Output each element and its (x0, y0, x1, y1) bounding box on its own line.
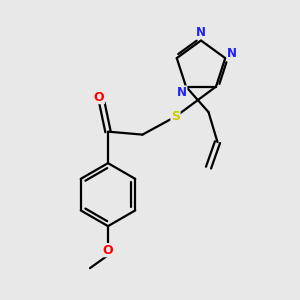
Text: N: N (196, 26, 206, 39)
Text: S: S (171, 110, 180, 123)
Text: O: O (94, 91, 104, 103)
Text: O: O (103, 244, 113, 256)
Text: N: N (177, 86, 187, 99)
Text: N: N (227, 47, 237, 60)
